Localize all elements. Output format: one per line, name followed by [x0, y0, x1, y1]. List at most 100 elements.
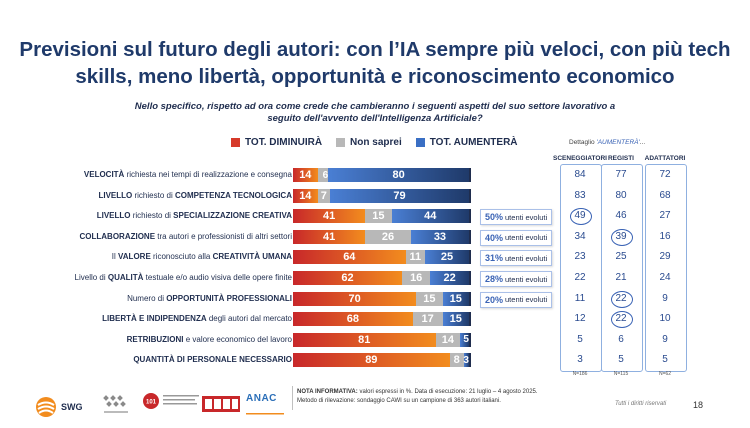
bar-diminuira: 81 — [293, 332, 436, 347]
bar-diminuira: 41 — [293, 209, 366, 224]
sector-column-box — [645, 164, 687, 372]
text-lines-logo-icon — [163, 395, 199, 405]
metodo-text: Metodo di rilevazione: sondaggio CAWI su… — [297, 398, 501, 404]
bar-aumentera: 33 — [410, 229, 471, 244]
bar-diminuira: 62 — [293, 271, 403, 285]
sector-value: 83 — [574, 189, 586, 201]
sector-value: 6 — [618, 333, 624, 345]
sector-header: ADATTATORI — [644, 155, 686, 162]
rights-text: Tutti i diritti riservati — [615, 401, 667, 407]
sector-value: 5 — [662, 354, 668, 366]
sector-value: 29 — [659, 251, 671, 263]
anac-logo-text: ANAC — [246, 393, 277, 404]
bar-aumentera: 80 — [328, 168, 471, 182]
row-label: LIBERTÀ E INDIPENDENZA degli autori dal … — [102, 314, 292, 324]
bar-diminuira: 70 — [293, 291, 417, 306]
evoluti-value: 50% — [485, 212, 504, 223]
sector-value: 5 — [577, 333, 583, 345]
sector-value: 11 — [574, 292, 586, 304]
partner-logo-2: 101 — [142, 392, 203, 410]
sector-header: REGISTI — [607, 155, 634, 162]
legend-swatch — [415, 138, 425, 147]
evoluti-value: 31% — [485, 253, 504, 264]
highlight-circle — [611, 228, 633, 246]
legend-swatch — [336, 138, 346, 147]
bar-aumentera: 3 — [463, 353, 471, 368]
row-label: QUANTITÀ DI PERSONALE NECESSARIO — [133, 355, 292, 365]
sector-value: 77 — [615, 169, 627, 180]
sector-value: 34 — [574, 230, 586, 242]
sector-value: 80 — [615, 189, 627, 201]
sector-value: 27 — [659, 210, 671, 222]
anac-logo: ANAC — [246, 393, 286, 422]
row-label: RETRIBUZIONI e valore economico del lavo… — [126, 334, 292, 344]
row-label: LIVELLO richiesto di COMPETENZA TECNOLOG… — [98, 190, 292, 200]
bar-aumentera: 44 — [391, 209, 471, 224]
evoluti-label: utenti evoluti — [505, 212, 548, 222]
bar-aumentera: 15 — [442, 312, 471, 327]
page-title: Previsioni sul futuro degli autori: con … — [19, 38, 731, 88]
bar-diminuira: 14 — [293, 168, 318, 182]
detail-caption: Dettaglio 'AUMENTERÀ'... — [569, 139, 645, 146]
sector-value: 9 — [662, 292, 668, 304]
page-number: 18 — [693, 400, 704, 410]
highlight-circle — [570, 208, 592, 226]
bar-non-saprei: 15 — [365, 209, 392, 224]
row-label: Numero di OPPORTUNITÀ PROFESSIONALI — [127, 293, 292, 303]
bar-diminuira: 89 — [293, 353, 450, 368]
partner-logo-1 — [102, 394, 130, 421]
sector-sample-size: N=62 — [658, 371, 672, 377]
red-block-logo-icon — [202, 396, 240, 412]
svg-text:101: 101 — [146, 400, 157, 406]
sector-value: 3 — [577, 354, 583, 366]
sector-value: 12 — [574, 313, 586, 325]
bar-non-saprei: 26 — [365, 229, 411, 244]
evoluti-label: utenti evoluti — [505, 295, 548, 305]
sector-header: SCENEGGIATORI — [553, 155, 607, 162]
sector-value: 25 — [615, 251, 627, 263]
swg-logo-text: SWG — [61, 402, 83, 412]
evoluti-label: utenti evoluti — [505, 253, 548, 263]
legend-swatch — [231, 138, 240, 147]
sector-value: 72 — [659, 169, 671, 180]
nota-text: valori espressi in %. Data di esecuzione… — [357, 389, 538, 395]
chart-legend: TOT. DIMINUIRÀ Non saprei TOT. AUMENTERÀ — [231, 137, 532, 148]
bar-diminuira: 14 — [293, 188, 318, 203]
partner-logo-3 — [202, 394, 242, 419]
anac-underline-icon — [246, 413, 284, 415]
detail-highlight: 'AUMENTERÀ' — [596, 139, 640, 146]
footer-divider — [292, 386, 293, 410]
legend-item-non-saprei: Non saprei — [336, 137, 402, 148]
evoluti-label: utenti evoluti — [505, 274, 548, 284]
sector-value: 23 — [574, 251, 586, 263]
legend-label: TOT. DIMINUIRÀ — [245, 137, 323, 148]
bar-aumentera: 79 — [329, 188, 471, 203]
bar-non-saprei: 17 — [412, 312, 443, 327]
sector-column-box — [601, 164, 643, 372]
sector-value: 21 — [615, 272, 627, 283]
bar-non-saprei: 16 — [402, 271, 431, 285]
sector-sample-size: N=115 — [613, 371, 629, 377]
evoluti-callout: 20% utenti evoluti — [480, 291, 553, 308]
sector-value: 9 — [662, 333, 668, 345]
row-label: Livello di QUALITÀ testuale e/o audio vi… — [74, 273, 292, 282]
evoluti-value: 20% — [485, 294, 504, 305]
evoluti-value: 28% — [485, 274, 504, 284]
bar-aumentera: 5 — [460, 332, 471, 347]
legend-label: Non saprei — [350, 137, 402, 148]
row-label: LIVELLO richiesto di SPECIALIZZAZIONE CR… — [96, 211, 292, 221]
row-label: COLLABORAZIONE tra autori e professionis… — [79, 231, 292, 241]
sector-value: 84 — [574, 169, 586, 180]
page-subtitle: Nello specifico, rispetto ad ora come cr… — [134, 101, 616, 124]
evoluti-callout: 50% utenti evoluti — [480, 209, 553, 226]
swg-logo-icon — [36, 397, 56, 417]
row-label: Il VALORE riconosciuto alla CREATIVITÀ U… — [111, 252, 292, 262]
bar-non-saprei: 11 — [405, 250, 425, 265]
legend-label: TOT. AUMENTERÀ — [429, 137, 518, 148]
evoluti-callout: 28% utenti evoluti — [480, 271, 553, 287]
sector-value: 46 — [615, 210, 627, 222]
sector-value: 5 — [618, 354, 624, 366]
evoluti-callout: 31% utenti evoluti — [480, 250, 553, 267]
pattern-logo-icon — [103, 395, 128, 413]
evoluti-value: 40% — [485, 232, 504, 243]
